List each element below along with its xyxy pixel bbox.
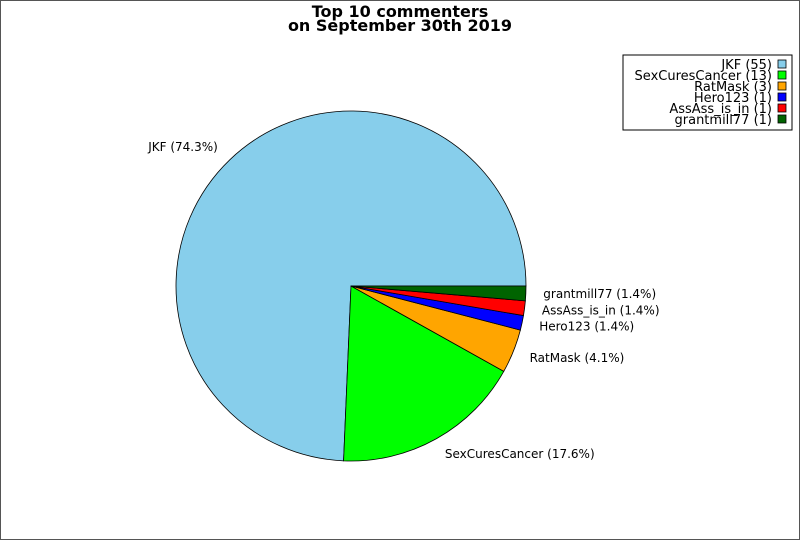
legend-entry-sexcurescancer: SexCuresCancer (13) bbox=[635, 69, 772, 84]
slice-label-hero123: Hero123 (1.4%) bbox=[539, 320, 634, 334]
slice-label-ratmask: RatMask (4.1%) bbox=[530, 351, 625, 365]
chart-legend: JKF (55)SexCuresCancer (13)RatMask (3)He… bbox=[622, 54, 793, 131]
slice-grantmill77 bbox=[350, 285, 527, 302]
slice-labels: JKF (74.3%) SexCuresCancer (17.6%) RatMask… bbox=[147, 140, 659, 461]
legend-swatch-ratmask bbox=[777, 81, 787, 91]
legend-entry-ratmask: RatMask (3) bbox=[694, 80, 772, 95]
slice-label-grantmill77: grantmill77 (1.4%) bbox=[543, 287, 656, 301]
legend-entry-assass-is-in: AssAss_is_in (1) bbox=[669, 102, 772, 117]
legend-swatch-grantmill77 bbox=[777, 114, 787, 124]
legend-entry-jkf: JKF (55) bbox=[720, 58, 772, 73]
chart-title-line-2: on September 30th 2019 bbox=[288, 16, 512, 35]
slice-sexcurescancer bbox=[343, 285, 505, 462]
legend-swatch-assass-is-in bbox=[777, 103, 787, 113]
legend-entry-grantmill77: grantmill77 (1) bbox=[675, 113, 773, 128]
legend-swatch-sexcurescancer bbox=[777, 70, 787, 80]
legend-swatch-hero123 bbox=[777, 92, 787, 102]
chart-title-line-1: Top 10 commenters bbox=[312, 2, 489, 21]
legend-box bbox=[622, 54, 793, 131]
slice-label-sexcurescancer: SexCuresCancer (17.6%) bbox=[445, 447, 595, 461]
slice-label-jkf: JKF (74.3%) bbox=[147, 140, 218, 154]
legend-swatch-jkf bbox=[777, 59, 787, 69]
legend-entry-hero123: Hero123 (1) bbox=[694, 91, 772, 106]
pie-slices bbox=[175, 110, 527, 462]
slice-label-assass-is-in: AssAss_is_in (1.4%) bbox=[542, 304, 660, 318]
